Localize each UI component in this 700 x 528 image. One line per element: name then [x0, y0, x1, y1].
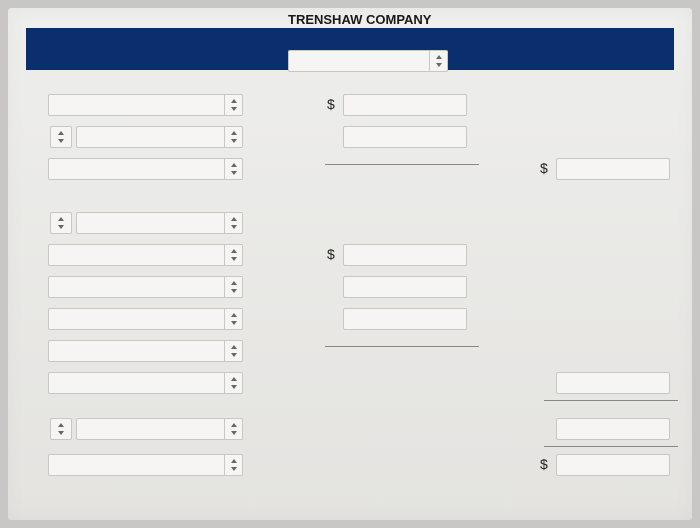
line-item-dropdown-value [77, 213, 224, 233]
budget-row [8, 308, 692, 332]
line-item-dropdown-value [49, 245, 224, 265]
subtotal-rule [544, 400, 678, 401]
line-item-dropdown-value [49, 277, 224, 297]
budget-row [8, 372, 692, 396]
budget-row: $ [8, 454, 692, 478]
amount-input-col2[interactable] [343, 244, 467, 266]
stepper-icon[interactable] [224, 419, 242, 439]
subtotal-rule [325, 346, 479, 347]
line-item-dropdown-value [49, 373, 224, 393]
line-item-dropdown[interactable] [48, 244, 243, 266]
budget-row: $ [8, 158, 692, 182]
stepper-icon[interactable] [51, 419, 71, 439]
budget-row: $ [8, 94, 692, 118]
stepper-icon[interactable] [224, 159, 242, 179]
line-item-dropdown-value [49, 159, 224, 179]
budget-row [8, 340, 692, 364]
amount-input-col2[interactable] [343, 276, 467, 298]
currency-symbol: $ [327, 96, 341, 112]
budget-row: : [8, 126, 692, 150]
stepper-icon[interactable] [224, 341, 242, 361]
line-item-dropdown[interactable] [48, 308, 243, 330]
stepper-icon[interactable] [224, 127, 242, 147]
line-item-dropdown-value [77, 127, 224, 147]
line-item-dropdown-value [49, 95, 224, 115]
period-dropdown[interactable] [288, 50, 448, 72]
amount-input-col2[interactable] [343, 308, 467, 330]
line-item-dropdown-value [49, 455, 224, 475]
stepper-icon[interactable] [51, 127, 71, 147]
subtotal-rule [325, 164, 479, 165]
budget-row: : [8, 212, 692, 236]
currency-symbol: $ [540, 456, 554, 472]
line-item-dropdown[interactable] [48, 94, 243, 116]
stepper-icon[interactable] [224, 277, 242, 297]
subtotal-rule [544, 446, 678, 447]
company-name: TRENSHAW COMPANY [288, 12, 431, 28]
stepper-icon[interactable] [224, 455, 242, 475]
stepper-icon[interactable] [224, 373, 242, 393]
currency-symbol: $ [540, 160, 554, 176]
line-item-dropdown[interactable] [76, 418, 243, 440]
amount-input-col2[interactable] [343, 126, 467, 148]
budget-row: : [8, 418, 692, 442]
period-dropdown-value [289, 51, 429, 71]
stepper-icon[interactable] [51, 213, 71, 233]
line-item-dropdown[interactable] [48, 276, 243, 298]
amount-input-col3[interactable] [556, 418, 670, 440]
amount-input-col2[interactable] [343, 94, 467, 116]
line-item-dropdown-value [49, 341, 224, 361]
line-item-dropdown[interactable] [48, 340, 243, 362]
line-item-dropdown-value [49, 309, 224, 329]
line-item-dropdown[interactable] [48, 372, 243, 394]
line-item-dropdown[interactable] [48, 454, 243, 476]
amount-input-col3[interactable] [556, 158, 670, 180]
amount-input-col3[interactable] [556, 454, 670, 476]
stepper-icon[interactable] [224, 213, 242, 233]
budget-row [8, 276, 692, 300]
stepper-icon[interactable] [429, 51, 447, 71]
line-item-dropdown[interactable] [76, 212, 243, 234]
line-item-dropdown[interactable] [76, 126, 243, 148]
line-item-dropdown[interactable] [48, 158, 243, 180]
worksheet: TRENSHAW COMPANY Cash Budget $:$:$:$ [8, 8, 692, 520]
budget-row: $ [8, 244, 692, 268]
line-item-dropdown-value [77, 419, 224, 439]
row-prefix-dropdown[interactable] [50, 126, 72, 148]
row-prefix-dropdown[interactable] [50, 418, 72, 440]
row-prefix-dropdown[interactable] [50, 212, 72, 234]
stepper-icon[interactable] [224, 309, 242, 329]
stepper-icon[interactable] [224, 245, 242, 265]
amount-input-col3[interactable] [556, 372, 670, 394]
currency-symbol: $ [327, 246, 341, 262]
stepper-icon[interactable] [224, 95, 242, 115]
